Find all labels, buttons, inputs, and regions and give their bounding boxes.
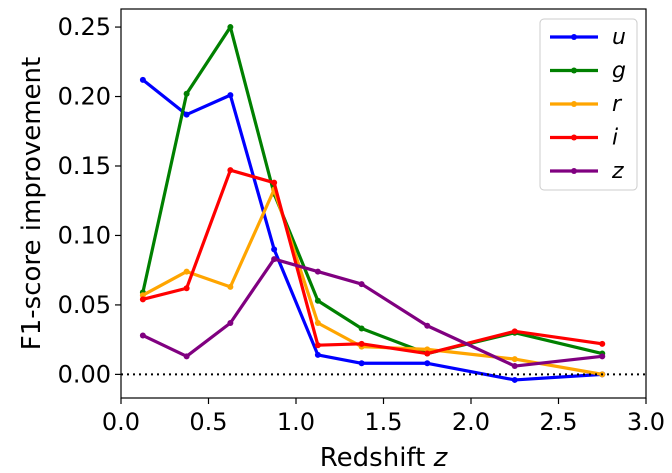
data-point-z [271,256,278,263]
data-point-i [227,167,234,174]
legend-marker [571,67,577,74]
data-point-u [139,76,146,83]
data-point-g [183,90,190,97]
data-point-z [358,281,365,288]
legend-marker [571,34,577,40]
data-point-u [358,360,365,367]
series-z [139,256,606,370]
x-tick-label: 2.5 [539,408,577,436]
legend-entry-z: z [550,159,624,184]
data-point-i [511,328,518,335]
data-point-i [358,340,365,347]
data-point-r [183,268,190,275]
y-tick-label: 0.05 [58,291,111,319]
x-tick-label: 3.0 [627,408,665,436]
x-tick-label: 0.0 [102,408,140,436]
data-point-i [183,285,190,292]
y-axis-label: F1-score improvement [17,57,47,350]
legend-entry-r: r [550,92,623,117]
data-point-r [314,319,321,326]
data-point-z [314,268,321,275]
legend-label: z [611,159,624,184]
legend-marker [571,101,577,107]
data-point-i [424,350,431,357]
data-point-g [314,297,321,304]
data-point-g [227,24,234,31]
y-tick-label: 0.25 [58,13,111,41]
x-axis: 0.0 0.5 1.0 1.5 2.0 2.5 3.0 [102,398,665,436]
y-tick-label: 0.15 [58,152,111,180]
data-point-i [139,296,146,303]
data-point-z [599,353,606,360]
data-point-r [511,356,518,363]
legend-entry-u: u [550,25,626,50]
data-point-i [599,340,606,347]
legend-label: i [612,126,618,151]
x-tick-label: 1.0 [277,408,315,436]
x-tick-label: 0.5 [189,408,227,436]
x-axis-label-variable: z [433,443,449,473]
data-point-u [511,376,518,383]
data-point-u [271,246,278,253]
series-i [139,167,606,357]
y-tick-label: 0.10 [58,221,111,249]
data-point-i [271,179,278,186]
plot-area [139,24,606,383]
y-tick-label: 0.20 [58,83,111,111]
data-point-r [227,283,234,290]
data-point-r [424,346,431,353]
y-axis: 0.00 0.05 0.10 0.15 0.20 0.25 [58,13,121,388]
legend-label: g [612,59,626,84]
data-point-g [358,325,365,332]
legend-marker [571,134,577,141]
legend-marker [571,168,577,174]
legend-label: u [612,25,626,50]
data-point-i [314,342,321,349]
x-tick-label: 2.0 [452,408,490,436]
data-point-u [314,351,321,358]
data-point-u [424,360,431,367]
data-point-z [227,319,234,326]
x-axis-label-text: Redshift [320,443,426,473]
data-point-z [424,322,431,329]
data-point-r [139,292,146,299]
y-tick-label: 0.00 [58,360,111,388]
data-point-z [139,332,146,339]
legend-entry-g: g [550,59,626,84]
data-point-u [183,111,190,118]
x-tick-label: 1.5 [364,408,402,436]
legend-label: r [612,92,623,117]
legend-entry-i: i [550,126,618,151]
data-point-z [183,353,190,360]
data-point-u [227,92,234,99]
x-axis-label: Redshift z [320,443,449,473]
data-point-z [511,363,518,370]
